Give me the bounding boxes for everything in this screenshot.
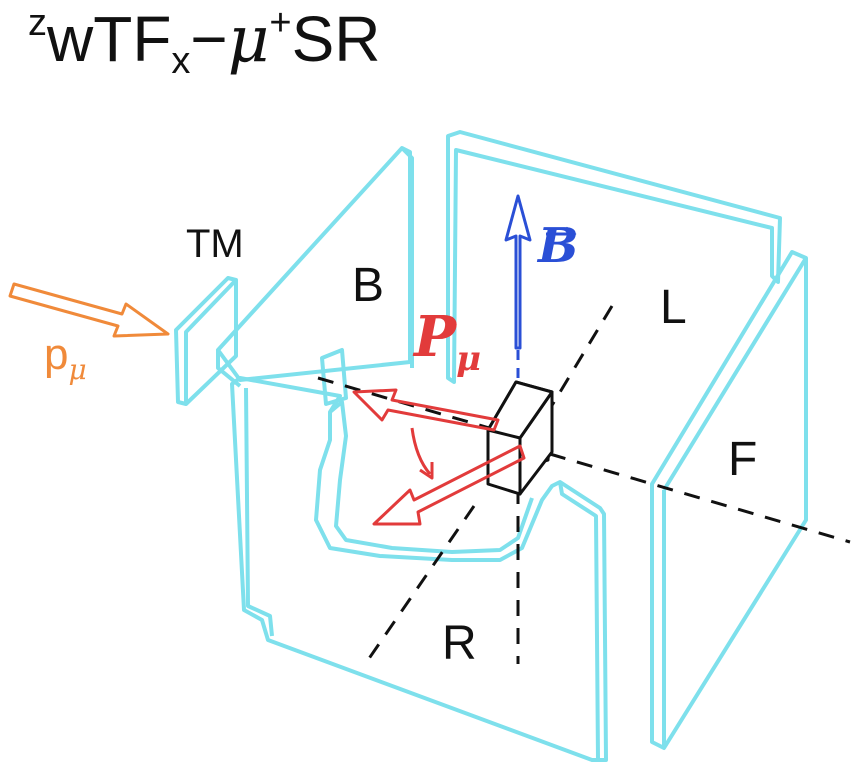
vector-arrow-over-b bbox=[546, 226, 577, 242]
detector-panels bbox=[216, 130, 808, 762]
title-part2: SR bbox=[291, 3, 381, 75]
label-left: L bbox=[660, 281, 687, 334]
title-x: x bbox=[171, 40, 191, 82]
label-backward: B bbox=[352, 259, 385, 312]
detector-f-panel bbox=[650, 250, 808, 750]
diagram-title: zwTFx−μ+SR bbox=[28, 4, 380, 80]
title-plus: + bbox=[269, 2, 292, 44]
label-muon-momentum: pμ bbox=[44, 330, 87, 386]
label-spin-p: P bbox=[414, 304, 457, 370]
axis-x bbox=[549, 452, 851, 544]
title-mu: μ bbox=[227, 3, 270, 77]
b-field-arrow bbox=[504, 194, 532, 380]
dashed-axes bbox=[317, 305, 851, 664]
label-spin-mu: μ bbox=[456, 339, 481, 379]
muon-beam-arrow bbox=[8, 282, 170, 338]
detector-r-panel bbox=[230, 376, 608, 762]
label-forward: F bbox=[728, 433, 758, 486]
label-magnetic-field: B bbox=[538, 218, 579, 274]
label-beam-mu: μ bbox=[68, 353, 87, 386]
title-part1: wTF bbox=[47, 3, 172, 75]
spin-arrow-rotated bbox=[372, 444, 526, 526]
axis-l bbox=[546, 305, 614, 413]
axis-r bbox=[366, 505, 476, 661]
spin-arrow-initial bbox=[352, 388, 500, 432]
spin-arrows bbox=[352, 388, 526, 526]
tm-counter bbox=[174, 276, 238, 406]
sample-box bbox=[486, 380, 554, 496]
title-z: z bbox=[28, 2, 47, 44]
label-spin-polarization: Pμ bbox=[414, 304, 481, 379]
label-tm: TM bbox=[186, 222, 244, 266]
label-beam-p: p bbox=[44, 330, 69, 379]
title-dash: − bbox=[190, 3, 228, 75]
detector-l-panel bbox=[446, 130, 782, 384]
rotation-arc bbox=[410, 427, 432, 475]
label-right: R bbox=[442, 617, 477, 670]
